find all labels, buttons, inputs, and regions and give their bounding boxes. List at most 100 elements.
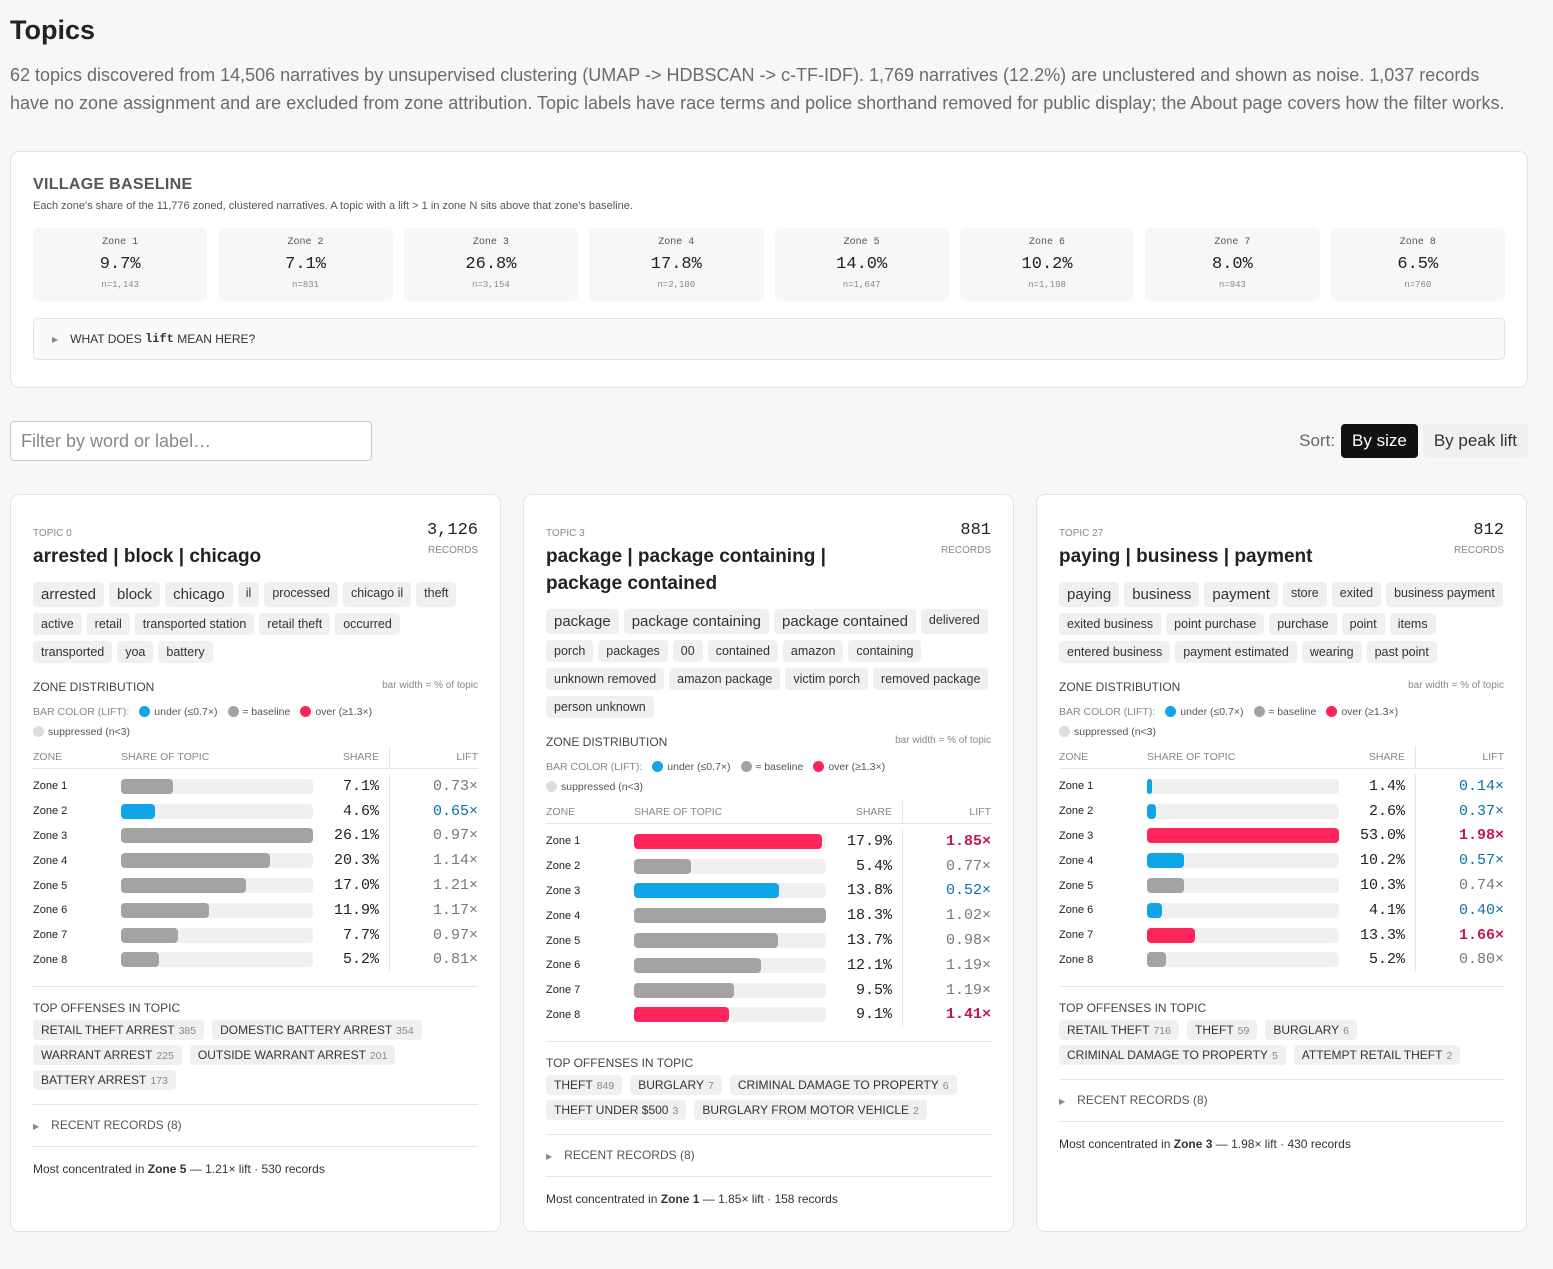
zone-name: Zone 4 <box>546 909 581 922</box>
legend-title: BAR COLOR (LIFT): <box>546 761 643 773</box>
divider <box>33 986 478 988</box>
lift-value: 0.37× <box>1458 802 1504 820</box>
offense-count: 385 <box>178 1025 197 1038</box>
tag: transported station <box>134 613 255 635</box>
legend-item: under (≤0.7×) <box>135 706 218 718</box>
offense-name: DOMESTIC BATTERY ARREST <box>220 1023 393 1038</box>
zone-name: Zone 4 <box>33 854 68 867</box>
lift-details[interactable]: ▶ WHAT DOES lift MEAN HERE? <box>33 318 1505 360</box>
zone-row: Zone 5 10.3% 0.74× <box>1059 873 1504 898</box>
legend-item: under (≤0.7×) <box>1161 706 1244 718</box>
share-bar <box>121 853 271 869</box>
tag: retail <box>86 613 130 635</box>
zone-box: Zone 6 10.2% n=1,198 <box>959 228 1135 301</box>
share-bar <box>1147 902 1162 918</box>
tag: store <box>1282 582 1327 607</box>
tag-list: arrested block chicago il processed chicago i… <box>33 582 478 663</box>
offense-chip: WARRANT ARREST 225 <box>33 1045 182 1066</box>
tag: battery <box>158 641 213 663</box>
zone-label: Zone 1 <box>102 237 139 248</box>
share-value: 5.4% <box>826 853 903 879</box>
tag: wearing <box>1301 641 1362 663</box>
offense-chip: THEFT 59 <box>1186 1020 1258 1041</box>
column-header: SHARE <box>826 801 903 823</box>
lift-value: 1.19× <box>945 956 991 974</box>
sort-button[interactable]: By peak lift <box>1422 424 1528 458</box>
recent-records[interactable]: ▶ RECENT RECORDS (8) <box>546 1135 991 1178</box>
offense-name: CRIMINAL DAMAGE TO PROPERTY <box>1067 1048 1268 1063</box>
footer-text: — 1.85× lift · 158 records <box>702 1192 838 1207</box>
bar-cell <box>121 853 313 869</box>
bar-track <box>1147 878 1339 894</box>
zone-name: Zone 7 <box>33 929 68 942</box>
bar-track <box>1147 778 1339 794</box>
zone-dist-header: ZONE DISTRIBUTION bar width = % of topic <box>546 735 991 749</box>
legend-item: suppressed (n<3) <box>546 781 643 793</box>
details-text: MEAN HERE? <box>177 332 256 346</box>
offense-name: THEFT <box>1194 1023 1234 1038</box>
zone-name: Zone 3 <box>33 829 68 842</box>
zone-label: Zone 3 <box>472 237 509 248</box>
card-footer: Most concentrated in Zone 1 — 1.85× lift… <box>546 1192 991 1206</box>
zone-row: Zone 3 53.0% 1.98× <box>1059 823 1504 849</box>
zone-name: Zone 2 <box>546 860 581 873</box>
record-count: 3,126 RECORDS <box>427 521 478 570</box>
legend-label: suppressed (n<3) <box>1074 726 1157 738</box>
share-bar <box>1147 803 1157 819</box>
zone-name: Zone 4 <box>1059 854 1094 867</box>
recent-records[interactable]: ▶ RECENT RECORDS (8) <box>33 1105 478 1148</box>
offense-count: 5 <box>1271 1050 1278 1063</box>
zone-row: Zone 4 18.3% 1.02× <box>546 903 991 929</box>
bar-track <box>121 853 313 869</box>
share-bar <box>634 833 822 849</box>
topic-id: TOPIC 3 <box>546 528 585 539</box>
disclosure-icon: ▶ <box>546 1152 553 1162</box>
offense-name: THEFT UNDER $500 <box>554 1103 669 1118</box>
sort-button[interactable]: By size <box>1341 424 1418 458</box>
tag: business <box>1124 582 1200 607</box>
offense-chip: BURGLARY FROM MOTOR VEHICLE 2 <box>694 1100 927 1121</box>
filter-input[interactable]: Filter by word or label… <box>10 421 372 461</box>
tag: package containing <box>623 609 769 634</box>
zone-row: Zone 8 5.2% 0.80× <box>1059 947 1504 973</box>
legend-item: suppressed (n<3) <box>1059 726 1156 738</box>
lift-value: 0.65× <box>432 802 478 820</box>
share-bar <box>634 908 826 924</box>
legend-label: over (≥1.3×) <box>1341 706 1399 718</box>
topic-title: paying | business | payment <box>1059 546 1313 567</box>
lift-value: 0.74× <box>1458 877 1504 895</box>
column-header: SHARE OF TOPIC <box>121 751 210 763</box>
topic-cards: TOPIC 0 arrested | block | chicago 3,126 RE… <box>10 494 1528 1232</box>
zone-row: Zone 4 20.3% 1.14× <box>33 848 478 874</box>
bar-track <box>121 778 313 794</box>
offense-name: RETAIL THEFT ARREST <box>41 1023 175 1038</box>
bar-track <box>121 828 313 844</box>
tag: block <box>109 582 161 607</box>
tag: purchase <box>1269 613 1337 635</box>
share-value: 12.1% <box>826 952 903 978</box>
recent-records[interactable]: ▶ RECENT RECORDS (8) <box>1059 1080 1504 1123</box>
bar-cell <box>121 828 313 844</box>
offense-chip: DOMESTIC BATTERY ARREST 354 <box>212 1020 422 1041</box>
count-value: 812 <box>1473 521 1504 540</box>
zone-name: Zone 6 <box>1059 904 1094 917</box>
table-header: ZONE SHARE OF TOPIC SHARE LIFT <box>1059 746 1504 769</box>
legend-dot <box>1059 726 1070 737</box>
legend-item: over (≥1.3×) <box>296 706 372 718</box>
bar-track <box>634 957 826 973</box>
legend-dot <box>227 706 239 717</box>
offense-count: 173 <box>150 1075 168 1088</box>
bar-cell <box>634 933 826 949</box>
bar-track <box>634 908 826 924</box>
column-header: ZONE <box>33 751 63 763</box>
section-title: ZONE DISTRIBUTION <box>546 735 668 749</box>
zone-name: Zone 3 <box>1059 829 1094 842</box>
lift-value: 1.17× <box>432 901 478 919</box>
share-value: 7.7% <box>313 922 390 948</box>
offense-count: 849 <box>596 1080 615 1093</box>
lift-value: 0.77× <box>945 857 991 875</box>
legend-label: over (≥1.3×) <box>828 761 886 773</box>
bar-track <box>1147 927 1339 943</box>
section-title: ZONE DISTRIBUTION <box>33 680 155 694</box>
legend-dot <box>652 761 664 772</box>
